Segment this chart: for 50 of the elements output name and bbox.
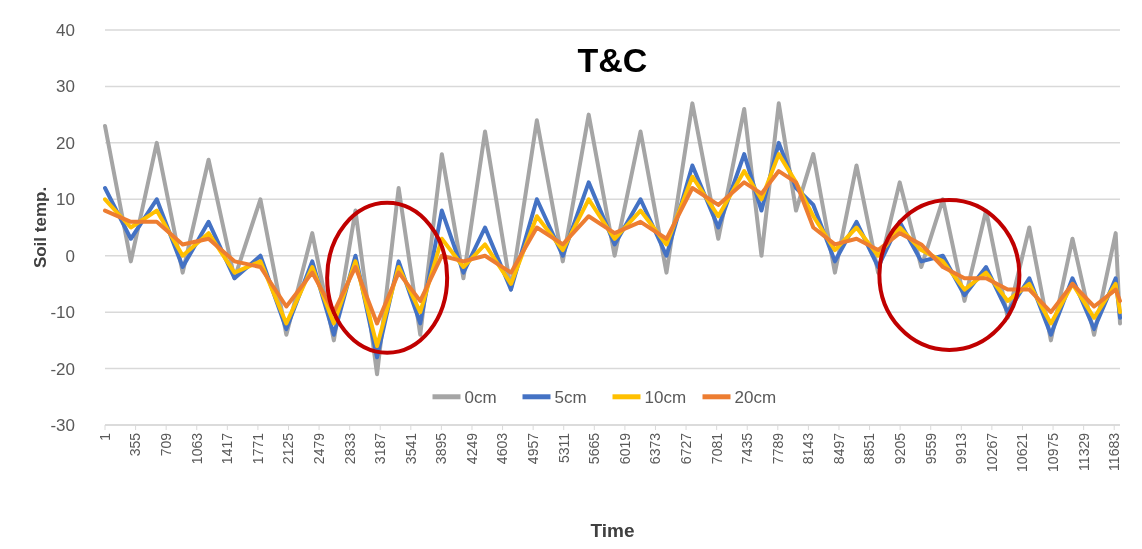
x-tick-label: 2833: [341, 432, 358, 465]
x-tick-label: 4957: [525, 432, 542, 465]
y-tick-label: 40: [56, 20, 75, 40]
x-tick-label: 11683: [1106, 432, 1123, 471]
x-tick-label: 3541: [402, 432, 419, 465]
x-tick-label: 8497: [830, 432, 847, 465]
legend-label: 5cm: [554, 387, 587, 407]
x-tick-label: 1: [96, 432, 113, 441]
x-tick-label: 6019: [616, 432, 633, 465]
x-tick-label: 355: [127, 432, 144, 457]
x-tick-label: 6727: [677, 432, 694, 465]
x-tick-label: 4603: [494, 432, 511, 465]
y-tick-label: -30: [50, 415, 75, 435]
x-tick-label: 3895: [433, 432, 450, 465]
x-tick-label: 8851: [861, 432, 878, 465]
x-tick-label: 10975: [1044, 432, 1061, 472]
x-tick-label: 8143: [800, 432, 817, 465]
x-tick-label: 4249: [463, 432, 480, 465]
x-tick-label: 3187: [372, 432, 389, 465]
y-tick-label: 10: [56, 190, 75, 210]
chart-title: T&C: [577, 41, 648, 79]
x-tick-label: 9205: [892, 432, 909, 465]
x-tick-label: 2479: [310, 432, 327, 465]
x-tick-label: 11329: [1075, 432, 1092, 471]
x-tick-label: 1417: [219, 432, 236, 465]
x-tick-label: 10267: [983, 432, 1000, 472]
x-tick-label: 10621: [1014, 432, 1031, 472]
y-axis-title: Soil temp.: [31, 186, 50, 269]
legend-label: 10cm: [644, 387, 687, 407]
x-tick-label: 5311: [555, 432, 572, 464]
x-tick-label: 709: [158, 432, 175, 457]
x-axis-title: Time: [590, 520, 635, 541]
x-tick-label: 6373: [647, 432, 664, 465]
y-tick-label: 30: [56, 77, 75, 97]
x-tick-label: 2125: [280, 432, 297, 465]
x-tick-label: 5665: [586, 432, 603, 465]
legend-label: 20cm: [734, 387, 777, 407]
x-tick-label: 1771: [249, 432, 266, 465]
x-tick-label: 9913: [953, 432, 970, 465]
x-tick-label: 1063: [188, 432, 205, 465]
legend-label: 0cm: [464, 387, 497, 407]
y-tick-label: 0: [65, 246, 75, 266]
y-tick-label: -10: [50, 303, 75, 323]
y-tick-label: -20: [50, 359, 75, 379]
x-tick-label: 7081: [708, 432, 725, 465]
line-series: [103, 169, 1122, 326]
x-tick-label: 9559: [922, 432, 939, 465]
x-tick-label: 7435: [739, 432, 756, 465]
x-tick-label: 7789: [769, 432, 786, 465]
y-tick-label: 20: [56, 133, 75, 153]
